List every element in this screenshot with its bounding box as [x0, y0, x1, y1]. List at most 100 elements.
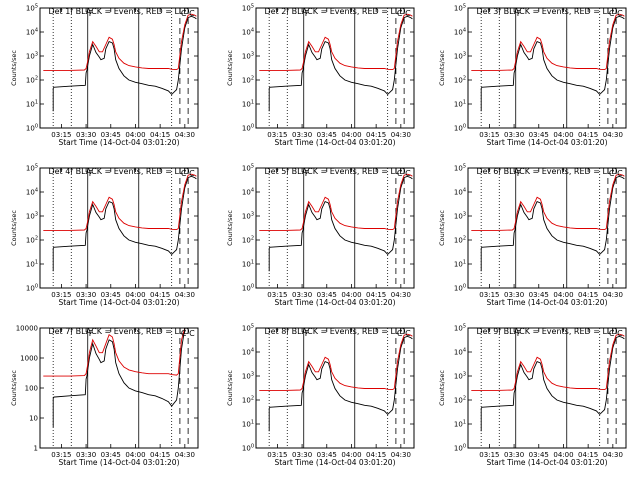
x-tick-label: 04:30: [175, 451, 195, 459]
corner-marker: F: [305, 329, 310, 338]
x-axis-label: Start Time (14-Oct-04 03:01:20): [274, 458, 395, 467]
plot-frame: [255, 167, 415, 289]
x-tick-label: 04:15: [578, 131, 598, 139]
y-tick-label: 102: [242, 76, 254, 85]
x-tick-label: 04:30: [391, 131, 411, 139]
x-tick-label: 04:00: [341, 131, 361, 139]
corner-marker: C: [189, 329, 195, 338]
y-tick-label: 103: [454, 52, 466, 61]
y-tick-label: 102: [242, 396, 254, 405]
y-axis-label: Counts/sec: [438, 210, 446, 246]
x-tick-label: 03:30: [504, 131, 524, 139]
y-tick-label: 102: [26, 76, 38, 85]
corner-marker: F: [89, 9, 94, 18]
lld-series-line: [471, 13, 625, 71]
x-tick-label: 04:15: [366, 291, 386, 299]
y-axis-label: Counts/sec: [438, 370, 446, 406]
y-tick-label: 103: [242, 212, 254, 221]
x-tick-label: 03:45: [317, 291, 337, 299]
lld-series-line: [43, 13, 197, 71]
corner-marker: C: [397, 329, 403, 338]
x-axis-label: Start Time (14-Oct-04 03:01:20): [58, 138, 179, 147]
corner-marker: C: [189, 169, 195, 178]
plot-frame: [255, 7, 415, 129]
panel-title: Det 5f BLACK = Events, RED = LLD: [264, 167, 405, 176]
corner-marker: C: [189, 9, 195, 18]
panel-title: Det 2f BLACK = Events, RED = LLD: [264, 7, 405, 16]
x-tick-label: 03:30: [76, 291, 96, 299]
lld-series-line: [259, 13, 413, 71]
panel-det-3: 100 101 102 103 104 105 03:15 03:30 03:45 04:00 04…: [438, 4, 627, 147]
y-tick-label: 104: [454, 348, 466, 357]
panel-det-7: 1 10 100 1000 10000 03:15 03:30 03:45 04:00 04:15…: [10, 325, 199, 467]
panel-det-8: 100 101 102 103 104 105 03:15 03:30 03:45 04:00 04…: [226, 324, 415, 467]
y-tick-label: 100: [242, 284, 254, 293]
panel-title: Det 6f BLACK = Events, RED = LLD: [476, 167, 617, 176]
corner-marker: C: [181, 329, 187, 338]
plot-frame: [39, 7, 199, 129]
y-tick-label: 103: [26, 212, 38, 221]
corner-marker: C: [609, 169, 615, 178]
x-tick-label: 03:45: [101, 451, 121, 459]
panel-title: Det 8f BLACK = Events, RED = LLD: [264, 327, 405, 336]
corner-marker: F: [517, 169, 522, 178]
y-tick-label: 105: [454, 164, 466, 173]
y-tick-label: 100: [25, 385, 38, 393]
x-tick-label: 04:15: [578, 291, 598, 299]
y-tick-label: 102: [242, 236, 254, 245]
events-series-line: [480, 175, 625, 272]
corner-marker: F: [89, 169, 94, 178]
y-tick-label: 101: [454, 260, 466, 269]
corner-marker: C: [405, 329, 411, 338]
corner-marker: C: [405, 169, 411, 178]
x-tick-label: 03:30: [504, 451, 524, 459]
corner-marker: C: [397, 9, 403, 18]
panel-title: Det 9f BLACK = Events, RED = LLD: [476, 327, 617, 336]
x-tick-label: 03:15: [479, 131, 499, 139]
x-tick-label: 04:00: [553, 131, 573, 139]
y-tick-label: 105: [242, 4, 254, 13]
events-series-line: [268, 335, 413, 432]
corner-marker: C: [397, 169, 403, 178]
y-axis-label: Counts/sec: [226, 50, 234, 86]
corner-marker: F: [305, 9, 310, 18]
y-tick-label: 101: [242, 420, 254, 429]
x-tick-label: 04:00: [553, 451, 573, 459]
x-tick-label: 03:30: [76, 451, 96, 459]
y-axis-label: Counts/sec: [226, 210, 234, 246]
x-tick-label: 03:15: [267, 451, 287, 459]
corner-marker: C: [609, 329, 615, 338]
plot-frame: [467, 7, 627, 129]
x-tick-label: 04:15: [578, 451, 598, 459]
corner-marker: C: [617, 329, 623, 338]
y-tick-label: 10: [29, 415, 38, 423]
x-tick-label: 03:15: [51, 451, 71, 459]
y-tick-label: 105: [454, 4, 466, 13]
y-tick-label: 104: [242, 188, 254, 197]
corner-marker: F: [517, 9, 522, 18]
x-axis-label: Start Time (14-Oct-04 03:01:20): [58, 458, 179, 467]
y-tick-label: 101: [26, 260, 38, 269]
x-tick-label: 04:00: [125, 451, 145, 459]
events-series-line: [268, 15, 413, 112]
x-tick-label: 04:30: [603, 451, 623, 459]
x-tick-label: 03:45: [101, 291, 121, 299]
x-tick-label: 03:45: [529, 131, 549, 139]
panel-det-9: 100 101 102 103 104 105 03:15 03:30 03:45 04:00 04…: [438, 324, 627, 467]
x-tick-label: 04:00: [341, 291, 361, 299]
y-axis-label: Counts/sec: [10, 370, 18, 406]
x-tick-label: 04:30: [175, 131, 195, 139]
x-axis-label: Start Time (14-Oct-04 03:01:20): [486, 458, 607, 467]
y-tick-label: 1: [34, 445, 38, 453]
x-tick-label: 03:45: [101, 131, 121, 139]
corner-marker: C: [181, 169, 187, 178]
panel-det-2: 100 101 102 103 104 105 03:15 03:30 03:45 04:00 04…: [226, 4, 415, 147]
y-tick-label: 100: [454, 284, 466, 293]
panel-det-1: 100 101 102 103 104 105 03:15 03:30 03:45 04:00 04…: [10, 4, 199, 147]
y-tick-label: 103: [26, 52, 38, 61]
x-tick-label: 03:15: [51, 131, 71, 139]
lld-series-line: [471, 333, 625, 391]
y-tick-label: 1000: [20, 355, 38, 363]
x-tick-label: 03:30: [76, 131, 96, 139]
y-tick-label: 105: [242, 164, 254, 173]
